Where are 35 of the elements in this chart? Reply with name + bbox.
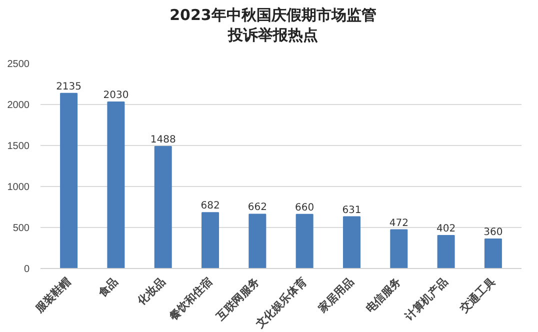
data-label: 660 [295, 202, 314, 214]
x-tick-label: 食品 [95, 274, 121, 300]
x-tick-label: 电信服务 [363, 274, 404, 316]
y-tick-label: 1500 [7, 141, 30, 152]
x-tick-label: 服装鞋帽 [32, 274, 74, 316]
data-label: 472 [389, 218, 408, 229]
data-label: 2030 [103, 90, 129, 102]
chart-title: 2023年中秋国庆假期市场监管投诉举报热点 [168, 5, 378, 46]
x-tick-label: 计算机产品 [402, 274, 451, 324]
x-tick-label: 交通工具 [456, 274, 498, 316]
data-label: 1488 [150, 134, 176, 146]
bar [437, 235, 455, 268]
data-label: 631 [342, 204, 362, 216]
data-label: 360 [484, 226, 503, 238]
bar [296, 214, 314, 268]
x-tick-label: 家居用品 [315, 274, 356, 316]
y-tick-label: 2500 [7, 59, 30, 70]
bar [107, 102, 125, 268]
y-tick-label: 0 [24, 264, 30, 275]
bar [248, 214, 266, 268]
data-label: 402 [436, 224, 456, 235]
x-tick-label: 化妆品 [134, 274, 168, 308]
data-label: 682 [200, 200, 220, 212]
y-tick-label: 2000 [7, 100, 30, 111]
bar [342, 216, 360, 268]
data-label: 662 [248, 202, 267, 214]
bar [202, 212, 220, 268]
x-tick-label: 餐饮和住宿 [166, 274, 215, 324]
y-tick-label: 1000 [7, 182, 30, 193]
bar [484, 238, 502, 268]
bar [60, 92, 78, 268]
bar [154, 146, 172, 268]
data-label: 2135 [56, 81, 82, 92]
bar [390, 229, 408, 268]
y-tick-label: 500 [12, 223, 30, 234]
